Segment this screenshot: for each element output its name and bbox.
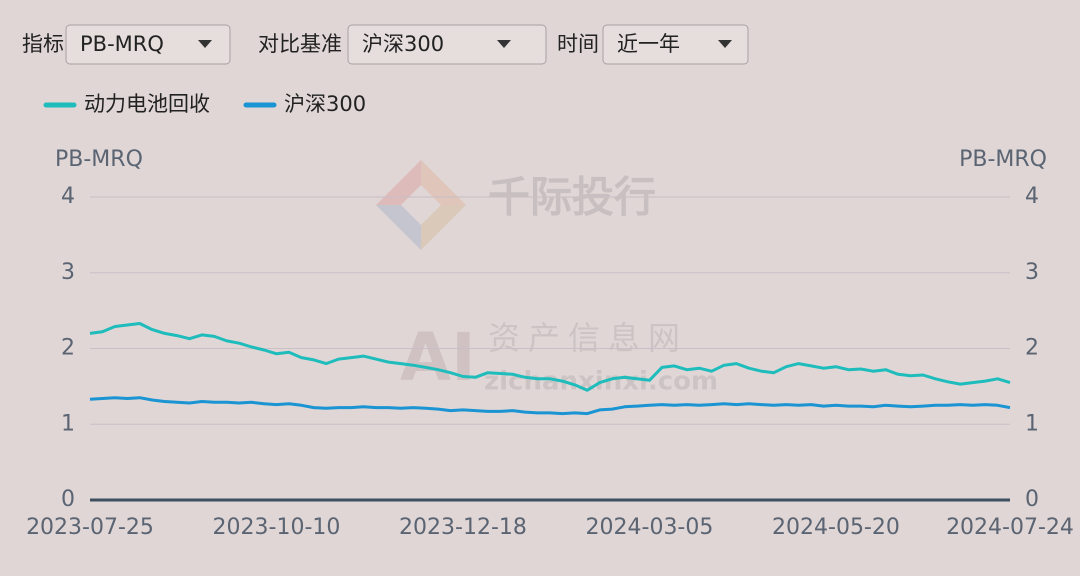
dropdown[interactable]: PB-MRQ <box>65 24 231 65</box>
y-tick-label: 1 <box>61 411 75 436</box>
x-tick-label: 2023-10-10 <box>213 515 341 540</box>
y2-tick-label: 1 <box>1025 411 1039 436</box>
x-tick-label: 2023-12-18 <box>399 515 527 540</box>
x-tick-label: 2024-03-05 <box>586 515 714 540</box>
dropdown[interactable]: 近一年 <box>602 24 749 65</box>
legend-label: 动力电池回收 <box>84 92 210 116</box>
watermark-logo <box>376 160 466 250</box>
legend-label: 沪深300 <box>284 92 366 116</box>
watermark-text: 资产信息网 <box>488 319 688 357</box>
controls: 指标 PB-MRQ 对比基准 沪深300 时间 近一年 <box>22 24 749 65</box>
y2-tick-label: 0 <box>1025 487 1039 512</box>
x-tick-label: 2023-07-25 <box>26 515 154 540</box>
dropdown[interactable]: 沪深300 <box>347 24 547 65</box>
dropdown-value[interactable]: 沪深300 <box>362 32 444 56</box>
y-tick-label: 4 <box>61 184 75 209</box>
y2-axis-label: PB-MRQ <box>959 147 1047 172</box>
dropdown-value[interactable]: 近一年 <box>617 32 680 56</box>
watermarks: 千际投行 AI 资产信息网 zichanxinxi.com <box>376 160 718 397</box>
series-line <box>89 322 1011 392</box>
series-line <box>89 396 1011 416</box>
x-tick-label: 2024-07-24 <box>946 515 1074 540</box>
watermark-text: AI <box>400 319 476 396</box>
y-axis-label: PB-MRQ <box>55 147 143 172</box>
y2-tick-label: 2 <box>1025 336 1039 361</box>
x-tick-label: 2024-05-20 <box>772 515 900 540</box>
dropdown-value[interactable]: PB-MRQ <box>80 32 164 56</box>
y-tick-label: 3 <box>61 260 75 285</box>
y2-tick-label: 3 <box>1025 260 1039 285</box>
y2-tick-label: 4 <box>1025 184 1039 209</box>
control-label: 对比基准 <box>258 32 342 56</box>
y-tick-label: 2 <box>61 336 75 361</box>
control-label: 时间 <box>557 32 599 56</box>
control-label: 指标 <box>22 32 64 56</box>
y-tick-label: 0 <box>61 487 75 512</box>
